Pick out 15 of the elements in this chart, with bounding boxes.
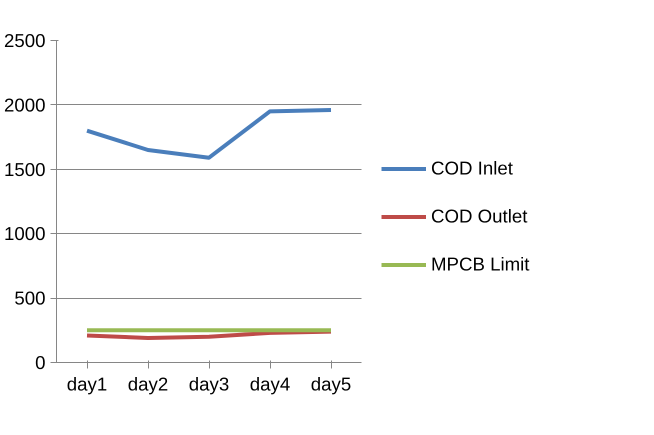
legend-label: MPCB Limit (431, 252, 530, 276)
y-tick-label: 500 (14, 288, 46, 309)
x-tick-label: day3 (188, 374, 230, 394)
y-tick-label: 1500 (4, 158, 46, 180)
x-tick-label: day5 (310, 374, 352, 394)
y-tick-label: 2000 (4, 94, 46, 116)
y-tick-label: 0 (35, 352, 46, 373)
legend-label: COD Outlet (431, 204, 528, 228)
y-tick-label: 1000 (4, 223, 46, 244)
x-tick-label: day2 (128, 374, 168, 394)
legend-label: COD Inlet (431, 156, 513, 180)
x-tick-label: day1 (66, 374, 108, 394)
x-tick-label: day4 (250, 374, 290, 394)
y-tick-label: 2500 (4, 30, 46, 51)
line-series (85, 108, 333, 160)
